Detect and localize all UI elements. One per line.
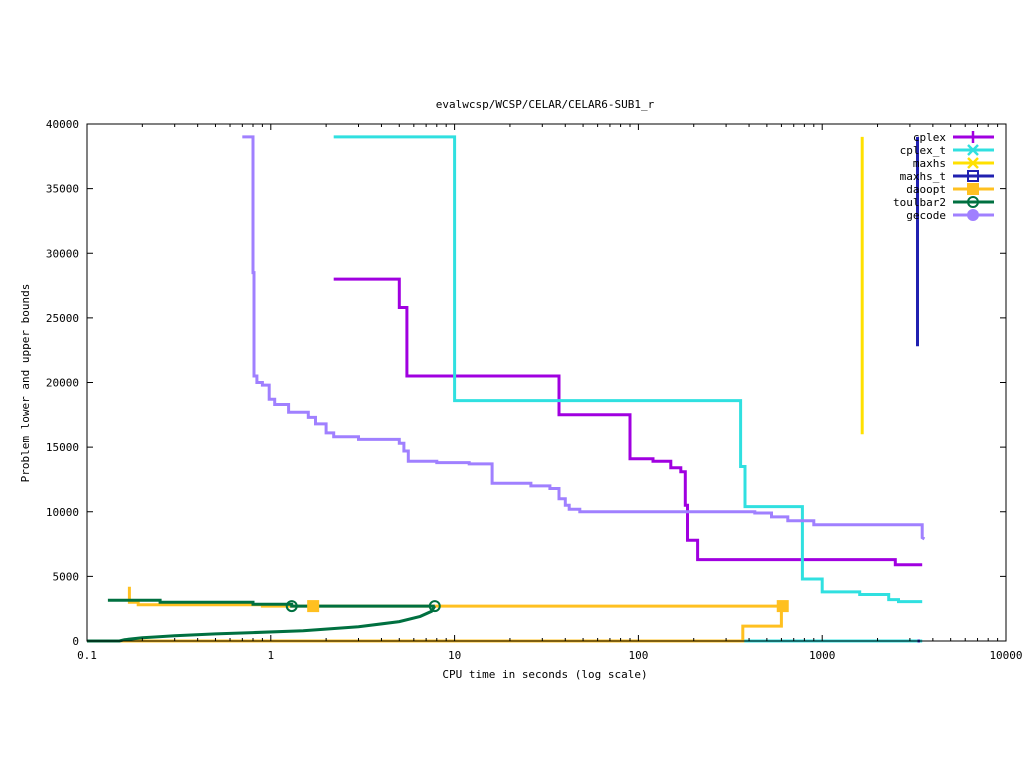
legend: cplexcplex_tmaxhsmaxhs_tdaoopttoulbar2ge… bbox=[893, 131, 994, 222]
series-daoopt-point bbox=[307, 600, 320, 613]
y-tick-label: 40000 bbox=[46, 118, 79, 131]
series-toulbar2-point bbox=[428, 600, 441, 613]
series-cplex-t-upper-line bbox=[333, 135, 923, 604]
legend-label-gecode: gecode bbox=[906, 209, 946, 222]
series-daoopt-upper-line bbox=[127, 586, 783, 608]
legend-label-cplex-t: cplex_t bbox=[900, 144, 946, 157]
x-axis-label: CPU time in seconds (log scale) bbox=[442, 668, 647, 681]
legend-marker-maxhs bbox=[967, 157, 979, 169]
x-tick-label: 10 bbox=[448, 649, 461, 662]
y-tick-label: 30000 bbox=[46, 247, 79, 260]
legend-marker-cplex-t bbox=[967, 144, 979, 156]
y-tick-label: 5000 bbox=[53, 570, 80, 583]
y-tick-label: 15000 bbox=[46, 441, 79, 454]
legend-label-toulbar2: toulbar2 bbox=[893, 196, 946, 209]
axes-layer: 0 5000 10000 15000 20000 25000 30000 35000 40000… bbox=[46, 118, 1023, 662]
y-axis-label: Problem lower and upper bounds bbox=[19, 284, 32, 483]
series-cplex-upper-line bbox=[333, 277, 923, 567]
series-toulbar2-point bbox=[285, 600, 298, 613]
y-tick-label: 20000 bbox=[46, 377, 79, 390]
x-tick-label: 1000 bbox=[809, 649, 836, 662]
legend-marker-maxhs-t bbox=[967, 170, 979, 182]
series-toulbar2-upper-line bbox=[107, 598, 435, 608]
legend-label-cplex: cplex bbox=[913, 131, 946, 144]
x-tick-label: 10000 bbox=[989, 649, 1022, 662]
x-tick-label: 0.1 bbox=[77, 649, 97, 662]
y-tick-label: 35000 bbox=[46, 183, 79, 196]
series-layer bbox=[87, 135, 926, 643]
legend-marker-gecode bbox=[967, 209, 979, 221]
x-tick-label: 1 bbox=[267, 649, 274, 662]
y-tick-label: 10000 bbox=[46, 506, 79, 519]
legend-marker-cplex bbox=[967, 131, 979, 143]
series-gecode-upper-line bbox=[242, 135, 926, 541]
legend-marker-toulbar2 bbox=[967, 196, 979, 208]
y-tick-label: 25000 bbox=[46, 312, 79, 325]
legend-label-maxhs-t: maxhs_t bbox=[900, 170, 946, 183]
chart-title: evalwcsp/WCSP/CELAR/CELAR6-SUB1_r bbox=[436, 98, 655, 111]
marker-layer bbox=[285, 600, 789, 613]
series-toulbar2-lower-line bbox=[87, 605, 437, 643]
legend-label-maxhs: maxhs bbox=[913, 157, 946, 170]
legend-marker-daoopt bbox=[967, 183, 979, 195]
series-daoopt-point bbox=[776, 600, 789, 613]
plot-frame bbox=[86, 123, 1007, 642]
y-tick-label: 0 bbox=[72, 635, 79, 648]
x-tick-label: 100 bbox=[628, 649, 648, 662]
legend-label-daoopt: daoopt bbox=[906, 183, 946, 196]
